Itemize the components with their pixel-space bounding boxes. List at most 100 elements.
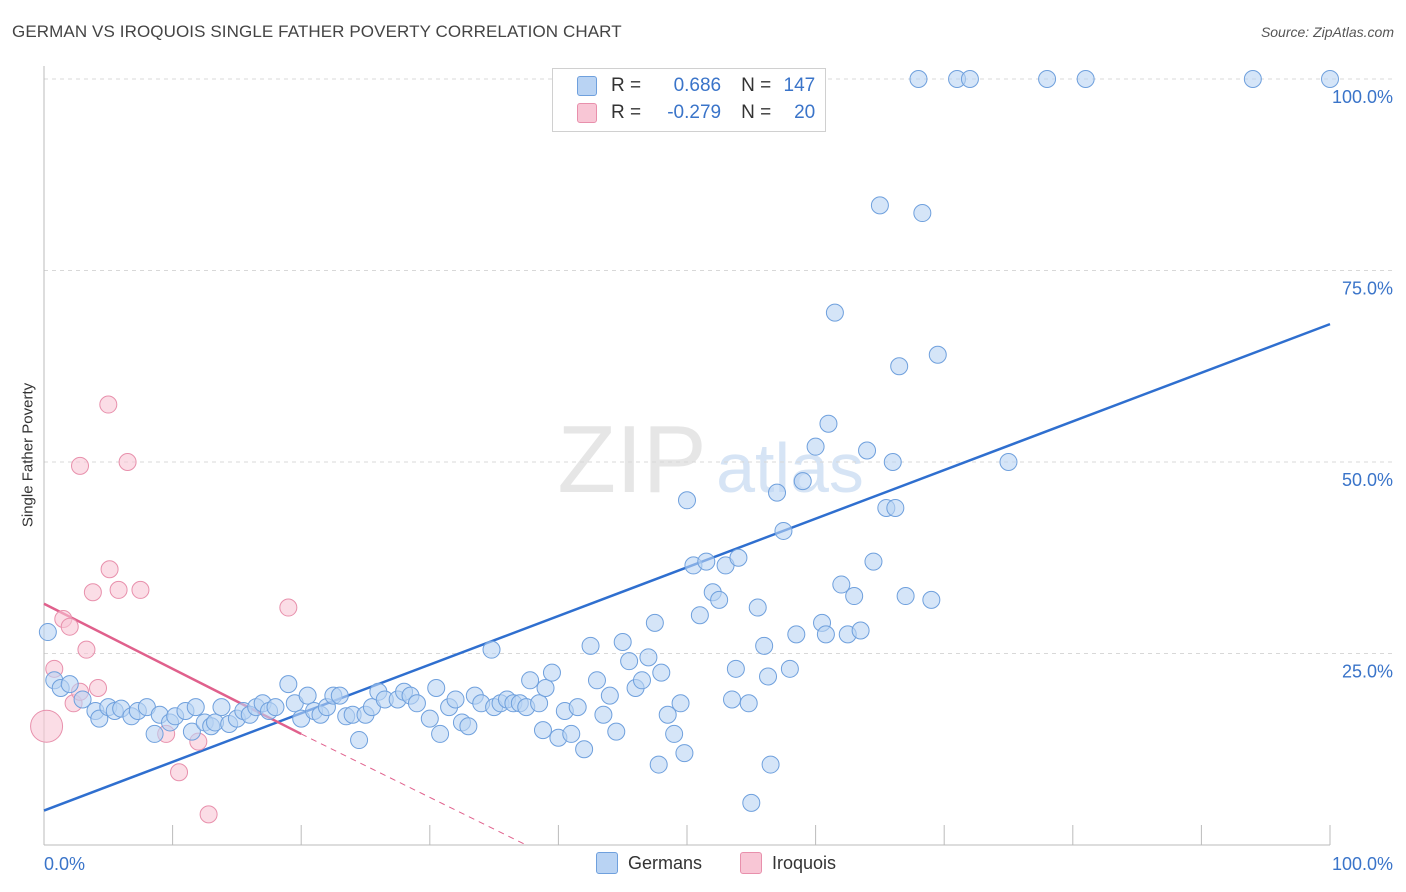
german-point <box>675 744 694 763</box>
german-point <box>870 196 889 215</box>
german-point <box>858 441 877 460</box>
legend-label-iroquois: Iroquois <box>772 852 837 873</box>
german-point <box>913 204 932 223</box>
german-point <box>542 663 561 682</box>
y-tick-label: 75.0% <box>1342 279 1393 299</box>
chart-title: GERMAN VS IROQUOIS SINGLE FATHER POVERTY… <box>12 22 622 41</box>
iroquois-point <box>279 598 298 617</box>
german-point <box>759 667 778 686</box>
german-point <box>787 625 806 644</box>
tick-labels: 25.0% 50.0% 75.0% 100.0% 0.0% 100.0% <box>44 87 1393 874</box>
legend-row-iroquois: R = -0.279 N = 20 <box>577 102 815 124</box>
trend-lines <box>43 322 1331 846</box>
german-point <box>851 621 870 640</box>
german-point <box>665 724 684 743</box>
german-point <box>864 552 883 571</box>
german-point <box>909 70 928 88</box>
german-point <box>594 705 613 724</box>
iroquois-point <box>60 617 79 636</box>
german-point <box>645 613 664 632</box>
german-point <box>182 722 201 741</box>
german-point <box>145 724 164 743</box>
german-point <box>600 686 619 705</box>
german-point <box>1321 70 1339 88</box>
iroquois-point <box>109 580 128 599</box>
german-point <box>533 721 552 740</box>
german-point <box>212 698 231 717</box>
german-point <box>726 659 745 678</box>
german-point <box>690 606 709 625</box>
german-point <box>768 483 787 502</box>
german-point <box>890 357 909 376</box>
german-point <box>1243 70 1262 88</box>
german-point <box>407 694 426 713</box>
german-point <box>613 633 632 652</box>
german-point <box>639 648 658 667</box>
german-point <box>729 548 748 567</box>
germans-swatch <box>596 852 618 874</box>
german-point <box>816 625 835 644</box>
german-point <box>536 678 555 697</box>
x-tick-label-start: 0.0% <box>44 854 85 874</box>
legend-item-iroquois[interactable]: Iroquois <box>740 852 836 874</box>
german-point <box>960 70 979 88</box>
x-tick-label-end: 100.0% <box>1332 854 1393 874</box>
german-point <box>819 414 838 433</box>
german-point <box>649 755 668 774</box>
iroquois-point <box>131 580 150 599</box>
german-point <box>755 636 774 655</box>
german-point <box>279 675 298 694</box>
iroquois-point <box>83 583 102 602</box>
german-point <box>658 705 677 724</box>
germans-swatch <box>577 76 597 96</box>
legend-item-germans[interactable]: Germans <box>596 852 702 874</box>
german-point <box>806 437 825 456</box>
german-point <box>330 686 349 705</box>
german-point <box>710 590 729 609</box>
german-point <box>431 724 450 743</box>
watermark: ZIP atlas <box>557 406 864 513</box>
iroquois-point <box>170 763 189 782</box>
german-point <box>581 636 600 655</box>
y-tick-label: 100.0% <box>1332 87 1393 107</box>
legend-row-germans: R = 0.686 N = 147 <box>577 75 815 97</box>
german-point <box>620 652 639 671</box>
german-point <box>575 740 594 759</box>
iroquois-swatch <box>740 852 762 874</box>
german-point <box>671 694 690 713</box>
n-label: N = <box>741 102 772 123</box>
iroquois-point <box>77 640 96 659</box>
german-point <box>38 623 57 642</box>
n-value: 20 <box>794 102 816 123</box>
iroquois-points <box>30 395 298 824</box>
german-point <box>896 587 915 606</box>
german-point <box>793 472 812 491</box>
series-legend: Germans Iroquois <box>0 852 1406 876</box>
iroquois-point <box>99 395 118 414</box>
german-point <box>883 453 902 471</box>
iroquois-swatch <box>577 103 597 123</box>
german-point <box>420 709 439 728</box>
german-point <box>780 659 799 678</box>
german-point <box>60 675 79 694</box>
iroquois-point <box>100 560 119 579</box>
german-point <box>607 722 626 741</box>
german-points <box>38 70 1339 812</box>
german-point <box>266 698 285 717</box>
german-point <box>748 598 767 617</box>
german-point <box>298 686 317 705</box>
german-point <box>459 717 478 736</box>
german-point <box>568 698 587 717</box>
german-point <box>774 521 793 540</box>
german-point <box>697 552 716 571</box>
german-point <box>350 731 369 750</box>
n-value: 147 <box>783 75 816 96</box>
iroquois-point <box>71 456 90 475</box>
y-tick-label: 50.0% <box>1342 470 1393 490</box>
german-point <box>1076 70 1095 88</box>
r-label: R = <box>611 102 642 123</box>
german-point <box>723 690 742 709</box>
german-point <box>73 690 92 709</box>
german-point <box>761 755 780 774</box>
german-point <box>886 498 905 517</box>
